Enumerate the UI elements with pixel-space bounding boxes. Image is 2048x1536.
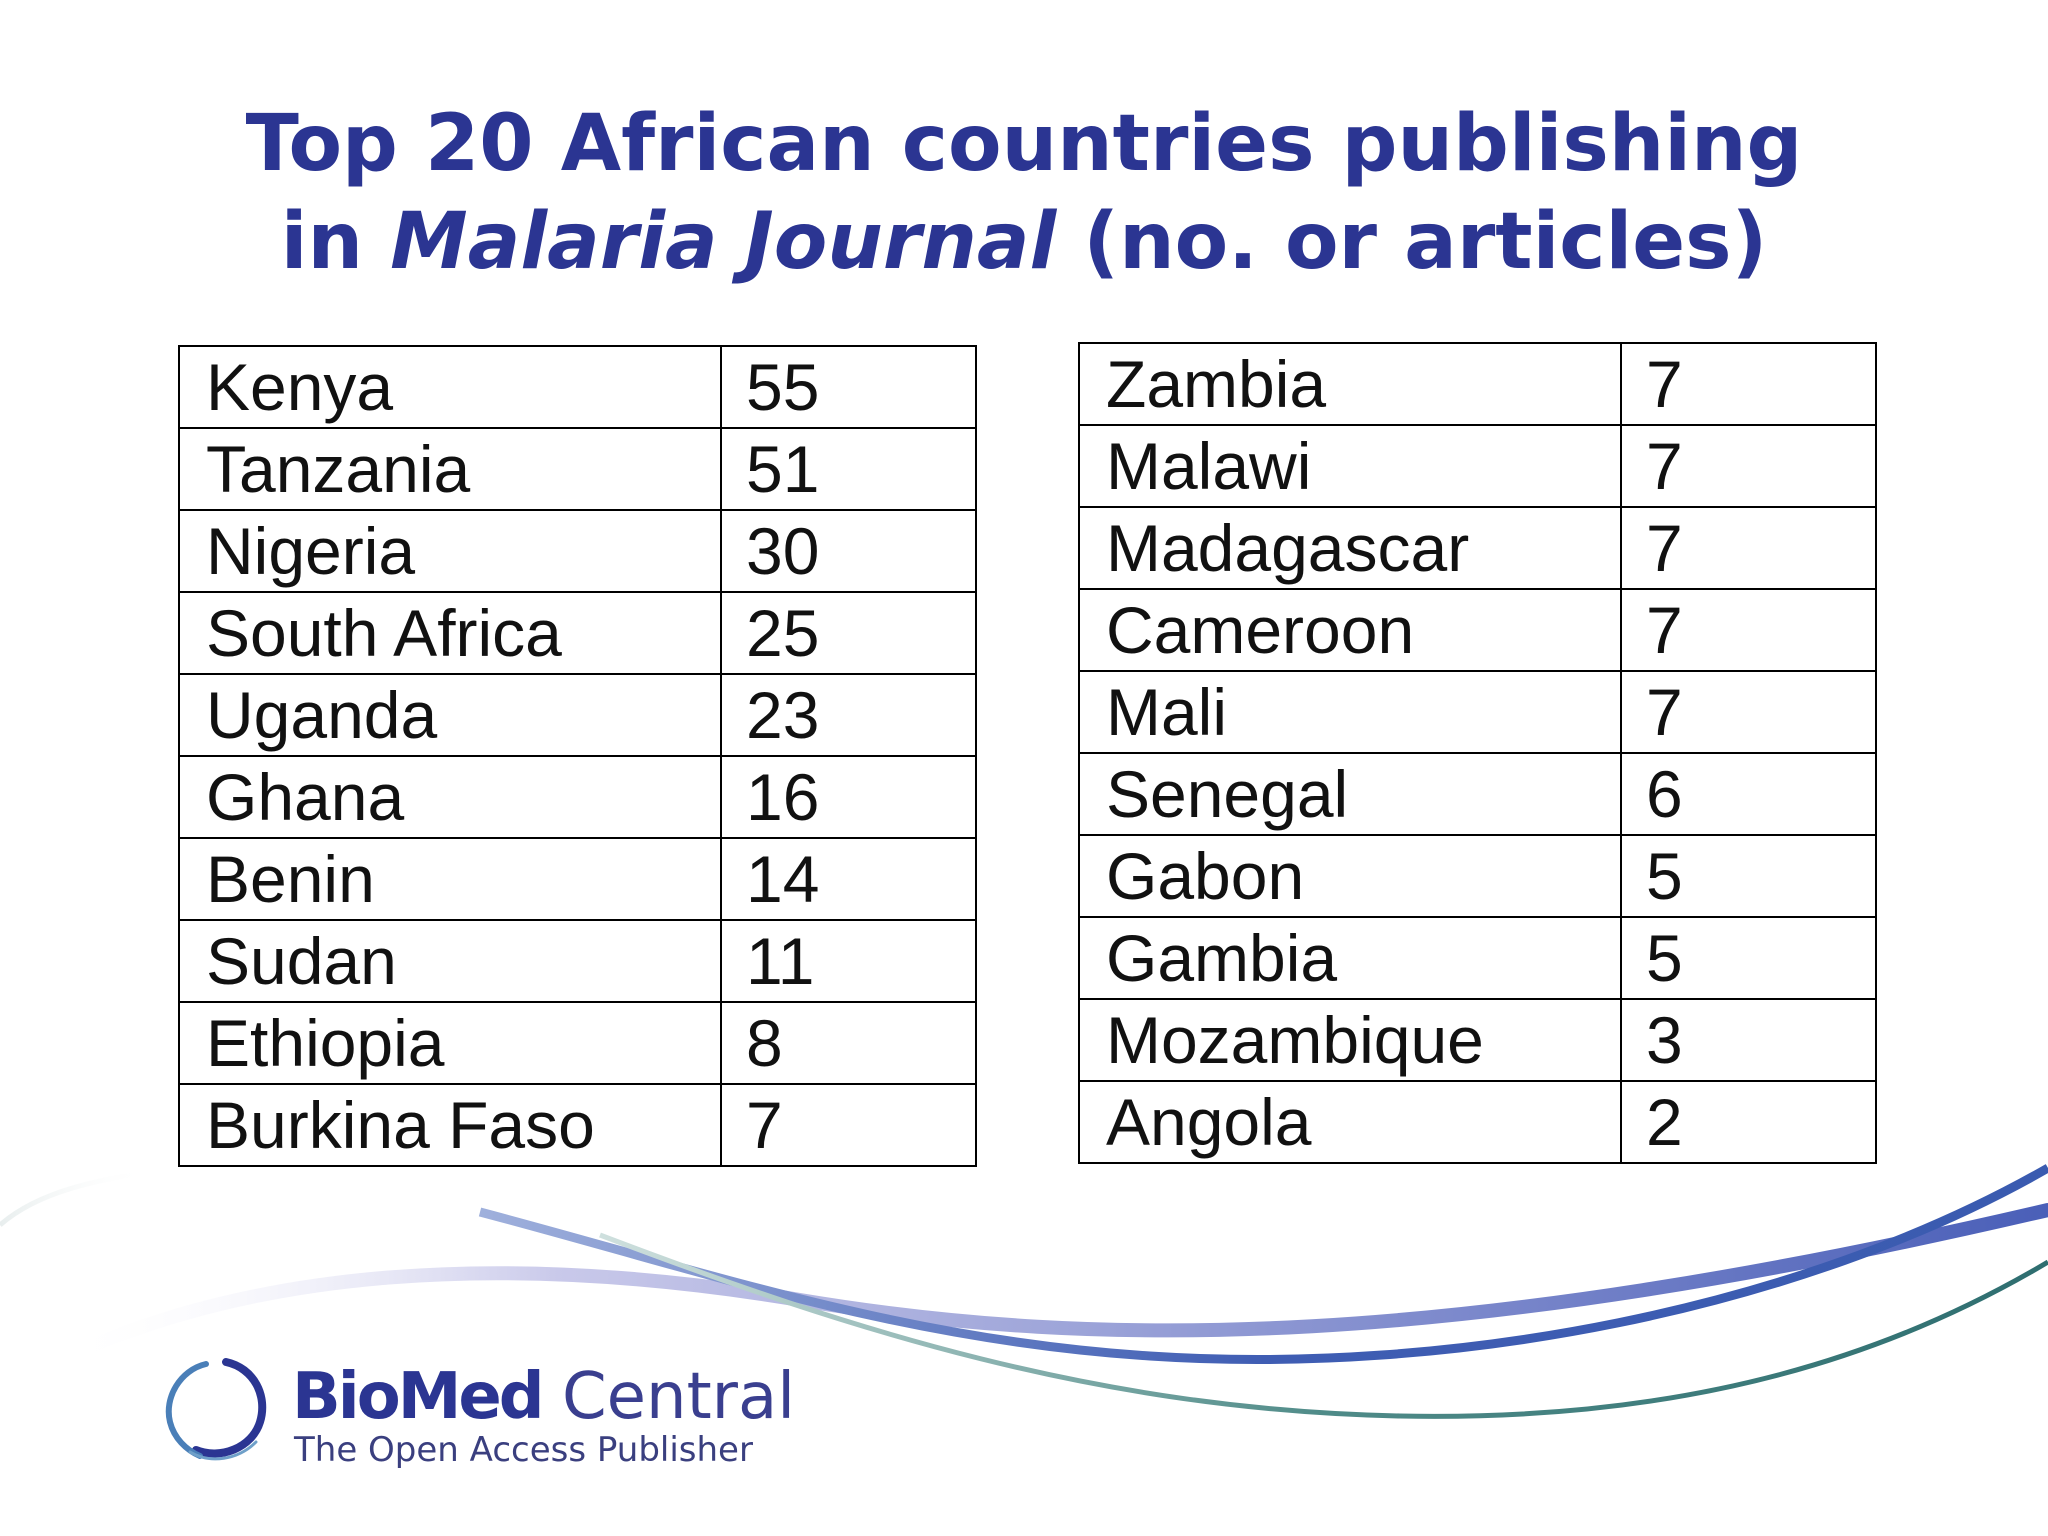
table-row: Cameroon 7 xyxy=(1078,588,1877,672)
title-line-2-suffix: (no. or articles) xyxy=(1056,197,1768,287)
table-row: Ghana 16 xyxy=(178,755,977,839)
article-count-cell: 7 xyxy=(1620,342,1877,426)
article-count-cell: 7 xyxy=(1620,424,1877,508)
wave-grey xyxy=(0,1169,151,1227)
article-count-cell: 11 xyxy=(720,919,977,1003)
wave-lavender xyxy=(53,1203,2048,1367)
country-cell: Gabon xyxy=(1078,834,1622,918)
country-cell: Zambia xyxy=(1078,342,1622,426)
article-count-cell: 7 xyxy=(1620,588,1877,672)
logo-tagline: The Open Access Publisher xyxy=(294,1430,753,1470)
country-cell: South Africa xyxy=(178,591,722,675)
table-row: Gabon 5 xyxy=(1078,834,1877,918)
article-count-cell: 30 xyxy=(720,509,977,593)
countries-table-right-body: Zambia 7 Malawi 7 Madagascar 7 Cameroon 7 Mali 7 S… xyxy=(1078,342,1877,1164)
slide-title: Top 20 African countries publishing in M… xyxy=(0,95,2048,291)
country-cell: Tanzania xyxy=(178,427,722,511)
article-count-cell: 3 xyxy=(1620,998,1877,1082)
article-count-cell: 7 xyxy=(1620,506,1877,590)
table-row: Angola 2 xyxy=(1078,1080,1877,1164)
biomed-central-logo: BioMed Central The Open Access Publisher xyxy=(160,1352,795,1472)
country-cell: Burkina Faso xyxy=(178,1083,722,1167)
title-line-1: Top 20 African countries publishing xyxy=(245,99,1803,189)
country-cell: Mozambique xyxy=(1078,998,1622,1082)
article-count-cell: 55 xyxy=(720,345,977,429)
country-cell: Angola xyxy=(1078,1080,1622,1164)
logo-name-bold: BioMed xyxy=(292,1360,545,1434)
wave-teal xyxy=(599,1232,2048,1419)
country-cell: Uganda xyxy=(178,673,722,757)
table-row: Mozambique 3 xyxy=(1078,998,1877,1082)
article-count-cell: 7 xyxy=(1620,670,1877,754)
country-cell: Benin xyxy=(178,837,722,921)
decorative-waves xyxy=(0,1164,2048,1419)
countries-table-right: Zambia 7 Malawi 7 Madagascar 7 Cameroon 7 Mali 7 S… xyxy=(1078,342,1877,1164)
country-cell: Ethiopia xyxy=(178,1001,722,1085)
country-cell: Gambia xyxy=(1078,916,1622,1000)
table-row: Uganda 23 xyxy=(178,673,977,757)
country-cell: Cameroon xyxy=(1078,588,1622,672)
table-row: Tanzania 51 xyxy=(178,427,977,511)
country-cell: Sudan xyxy=(178,919,722,1003)
table-row: Madagascar 7 xyxy=(1078,506,1877,590)
article-count-cell: 5 xyxy=(1620,834,1877,918)
country-cell: Madagascar xyxy=(1078,506,1622,590)
logo-ring-icon xyxy=(165,1358,267,1461)
table-row: Sudan 11 xyxy=(178,919,977,1003)
table-row: Gambia 5 xyxy=(1078,916,1877,1000)
article-count-cell: 23 xyxy=(720,673,977,757)
article-count-cell: 25 xyxy=(720,591,977,675)
table-row: South Africa 25 xyxy=(178,591,977,675)
journal-name: Malaria Journal xyxy=(390,197,1057,287)
table-row: Malawi 7 xyxy=(1078,424,1877,508)
article-count-cell: 14 xyxy=(720,837,977,921)
article-count-cell: 16 xyxy=(720,755,977,839)
country-cell: Malawi xyxy=(1078,424,1622,508)
table-row: Zambia 7 xyxy=(1078,342,1877,426)
article-count-cell: 6 xyxy=(1620,752,1877,836)
table-row: Ethiopia 8 xyxy=(178,1001,977,1085)
table-row: Benin 14 xyxy=(178,837,977,921)
countries-table-left-body: Kenya 55 Tanzania 51 Nigeria 30 South Africa 25… xyxy=(178,345,977,1167)
country-cell: Nigeria xyxy=(178,509,722,593)
article-count-cell: 7 xyxy=(720,1083,977,1167)
country-cell: Kenya xyxy=(178,345,722,429)
logo-wordmark: BioMed Central xyxy=(292,1362,795,1432)
country-cell: Ghana xyxy=(178,755,722,839)
table-row: Burkina Faso 7 xyxy=(178,1083,977,1167)
country-cell: Senegal xyxy=(1078,752,1622,836)
article-count-cell: 2 xyxy=(1620,1080,1877,1164)
article-count-cell: 8 xyxy=(720,1001,977,1085)
article-count-cell: 51 xyxy=(720,427,977,511)
title-line-2-prefix: in xyxy=(280,197,391,287)
country-cell: Mali xyxy=(1078,670,1622,754)
table-row: Nigeria 30 xyxy=(178,509,977,593)
table-row: Mali 7 xyxy=(1078,670,1877,754)
table-row: Senegal 6 xyxy=(1078,752,1877,836)
countries-table-left: Kenya 55 Tanzania 51 Nigeria 30 South Africa 25… xyxy=(178,345,977,1167)
article-count-cell: 5 xyxy=(1620,916,1877,1000)
logo-name-regular: Central xyxy=(541,1360,795,1434)
table-row: Kenya 55 xyxy=(178,345,977,429)
